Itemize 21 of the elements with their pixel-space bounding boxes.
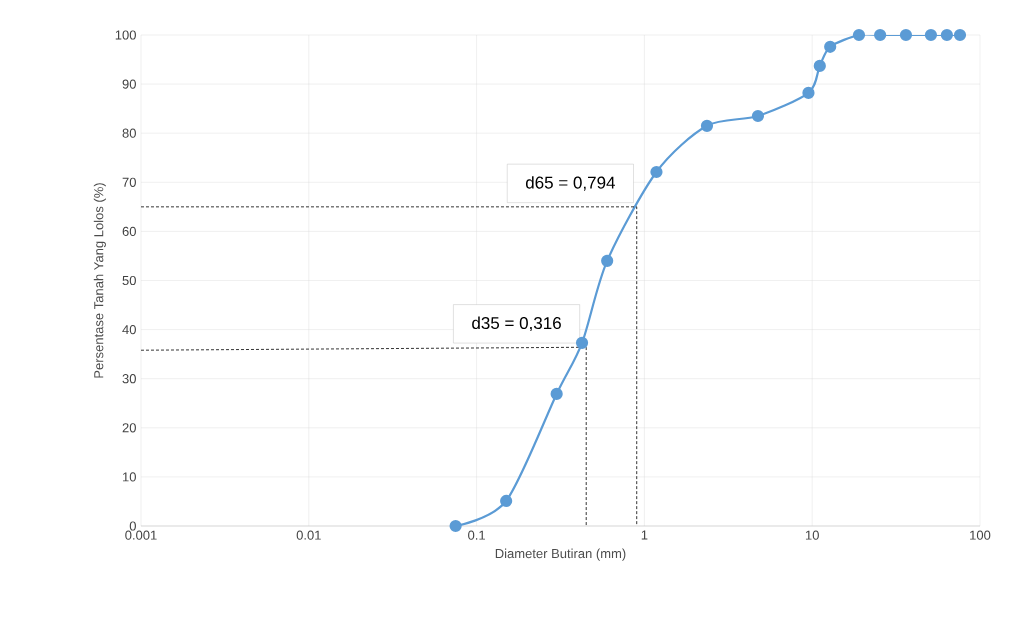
x-tick-label: 100 [970,530,991,540]
x-tick-label: 0.01 [296,530,321,540]
y-tick-label: 30 [122,374,136,384]
x-tick-label: 1 [641,530,648,540]
y-tick-label: 100 [115,30,136,40]
y-tick-label: 80 [122,128,136,138]
y-tick-label: 60 [122,226,136,236]
y-tick-label: 0 [129,521,136,531]
y-tick-label: 90 [122,79,136,89]
y-axis-title: Persentase Tanah Yang Lolos (%) [93,183,106,378]
y-tick-label: 70 [122,177,136,187]
annotation: d65 = 0,794 [525,176,615,191]
x-tick-label: 10 [805,530,819,540]
x-tick-label: 0.001 [125,530,157,540]
x-tick-label: 0.1 [468,530,485,540]
y-tick-label: 50 [122,275,136,286]
annotation: d35 = 0,316 [472,316,561,332]
y-tick-label: 20 [122,423,136,433]
y-tick-label: 40 [122,324,136,335]
x-axis-title: Diameter Butiran (mm) [495,548,626,561]
y-tick-label: 10 [122,472,136,482]
